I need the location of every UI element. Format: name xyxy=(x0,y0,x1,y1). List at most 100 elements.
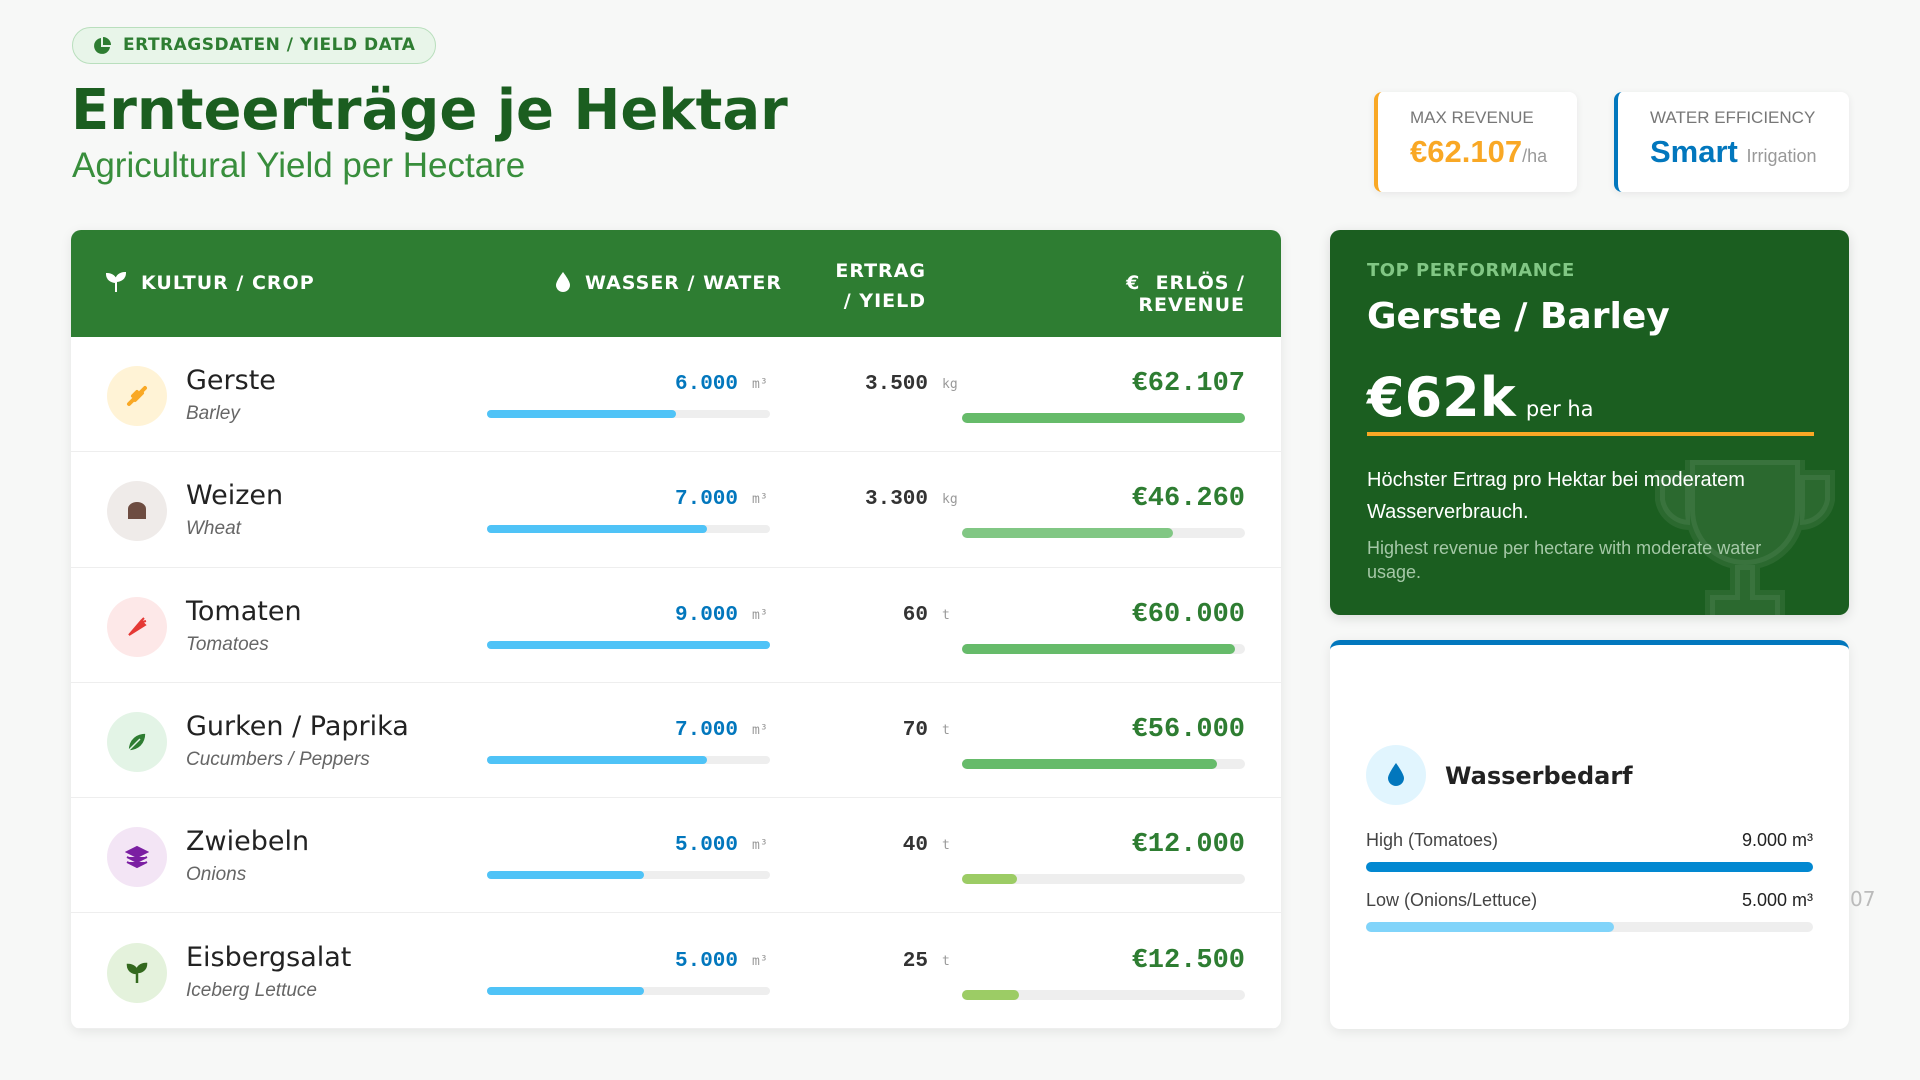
revenue-value: €12.500 xyxy=(1131,945,1245,976)
kpi-value: Smart Irrigation xyxy=(1650,134,1849,170)
crop-glyph xyxy=(128,502,146,520)
water-icon-bg xyxy=(1366,745,1426,805)
water-track xyxy=(487,640,770,649)
kpi-card: MAX REVENUE €62.107/ha xyxy=(1374,92,1577,192)
column-header: KULTUR / CROP xyxy=(141,272,315,294)
revenue-track xyxy=(962,874,1245,885)
yield-unit: t xyxy=(942,838,950,854)
crop-name: Gurken / Paprika xyxy=(186,710,409,742)
crop-name: Weizen xyxy=(186,480,284,512)
revenue-bar xyxy=(962,874,1017,885)
yield-value: 25 xyxy=(902,949,928,973)
revenue-bar xyxy=(962,643,1236,654)
water-item-label: High (Tomatoes) xyxy=(1366,830,1499,850)
kpi-number: Smart xyxy=(1650,134,1738,169)
water-unit: m³ xyxy=(752,953,768,969)
section-badge: ERTRAGSDATEN / YIELD DATA xyxy=(72,27,437,64)
revenue-track xyxy=(962,643,1245,654)
revenue-bar xyxy=(962,989,1019,1000)
crop-glyph xyxy=(125,846,149,869)
crop-glyph xyxy=(127,732,147,752)
water-item-bar xyxy=(1366,862,1813,872)
yield-value: 40 xyxy=(902,834,928,858)
water-item-track xyxy=(1366,922,1813,932)
column-header: ERLÖS / REVENUE xyxy=(1138,272,1245,316)
subtitle: Agricultural Yield per Hectare xyxy=(72,146,526,185)
water-value: 5.000 xyxy=(674,949,738,973)
water-value: 5.000 xyxy=(674,834,738,858)
top-crop: Gerste / Barley xyxy=(1367,296,1670,337)
badge-icon xyxy=(94,37,111,54)
revenue-track xyxy=(962,989,1245,1000)
revenue-value: €12.000 xyxy=(1131,830,1245,861)
water-bar xyxy=(487,871,645,880)
water-bar xyxy=(487,986,645,995)
kpi-number: €62.107 xyxy=(1410,134,1523,169)
crop-name-en: Wheat xyxy=(186,518,241,540)
water-unit: m³ xyxy=(752,607,768,623)
crop-glyph xyxy=(128,616,147,636)
water-unit: m³ xyxy=(752,377,768,392)
crop-name-en: Barley xyxy=(186,403,240,424)
revenue-bar xyxy=(962,528,1173,539)
top-text: Höchster Ertrag pro Hektar bei moderatem… xyxy=(1367,469,1745,523)
water-item-track xyxy=(1366,862,1813,872)
column-header-wrap: € ERLÖS / REVENUE xyxy=(1126,272,1245,316)
table-row: Gerste Barley 6.000 m³ 3.500 kg €62.107 xyxy=(71,337,1281,453)
crop-name-en: Tomatoes xyxy=(186,633,269,655)
crop-icon xyxy=(107,481,167,542)
water-bar xyxy=(487,525,708,534)
water-icon xyxy=(1388,763,1404,786)
column-header: ERTRAG / YIELD xyxy=(835,260,926,312)
yield-unit: t xyxy=(942,722,950,738)
yield-unit: kg xyxy=(942,492,958,508)
top-performance-card: TOP PERFORMANCE Gerste / Barley €62k per… xyxy=(1330,230,1849,615)
water-value: 6.000 xyxy=(674,373,738,396)
water-track xyxy=(487,525,770,534)
yield-value: 3.500 xyxy=(864,373,928,396)
water-value: 9.000 xyxy=(674,603,738,627)
revenue-bar xyxy=(962,758,1218,769)
revenue-value: €56.000 xyxy=(1131,714,1245,745)
water-track xyxy=(487,410,770,418)
water-icon xyxy=(556,272,570,292)
top-label: TOP PERFORMANCE xyxy=(1367,260,1575,281)
column-header: WASSER / WATER xyxy=(585,272,783,294)
water-item-value: 9.000 m³ xyxy=(1741,830,1813,850)
crop-name-en: Onions xyxy=(186,864,247,886)
top-unit: per ha xyxy=(1525,397,1594,421)
kpi-unit: /ha xyxy=(1522,146,1548,166)
revenue-track xyxy=(962,413,1245,423)
crop-glyph xyxy=(126,962,148,983)
yield-value: 60 xyxy=(902,603,928,627)
yield-value: 3.300 xyxy=(864,488,928,512)
crop-name-en: Cucumbers / Peppers xyxy=(186,748,370,770)
badge-text: ERTRAGSDATEN / YIELD DATA xyxy=(123,35,416,55)
water-unit: m³ xyxy=(752,722,768,738)
revenue-track xyxy=(962,758,1245,769)
revenue-value: €62.107 xyxy=(1131,369,1245,399)
water-track xyxy=(487,871,770,880)
table-row: Eisbergsalat Iceberg Lettuce 5.000 m³ 25 t €12… xyxy=(71,914,1281,1029)
yield-unit: t xyxy=(942,607,950,623)
top-value: €62k xyxy=(1367,366,1516,429)
table-row: Zwiebeln Onions 5.000 m³ 40 t €12.000 xyxy=(71,798,1281,914)
crop-name: Tomaten xyxy=(186,595,302,627)
table-header: KULTUR / CROP WASSER / WATER ERTRAG / YI… xyxy=(71,230,1281,337)
crop-glyph xyxy=(127,386,147,406)
water-unit: m³ xyxy=(752,492,768,508)
water-bar xyxy=(487,640,770,649)
water-title: Wasserbedarf xyxy=(1445,762,1633,790)
table-row: Tomaten Tomatoes 9.000 m³ 60 t €60.000 xyxy=(71,568,1281,683)
top-subtext: Highest revenue per hectare with moderat… xyxy=(1367,538,1762,582)
water-value: 7.000 xyxy=(674,718,738,742)
kpi-label: MAX REVENUE xyxy=(1410,108,1534,127)
revenue-track xyxy=(962,528,1245,539)
page-number: 07 xyxy=(1850,887,1876,911)
trophy-watermark xyxy=(1655,460,1835,615)
table-row: Gurken / Paprika Cucumbers / Peppers 7.000… xyxy=(71,683,1281,799)
title: Ernteerträge je Hektar xyxy=(71,78,788,143)
revenue-bar xyxy=(962,413,1245,423)
water-item-value: 5.000 m³ xyxy=(1741,890,1813,910)
